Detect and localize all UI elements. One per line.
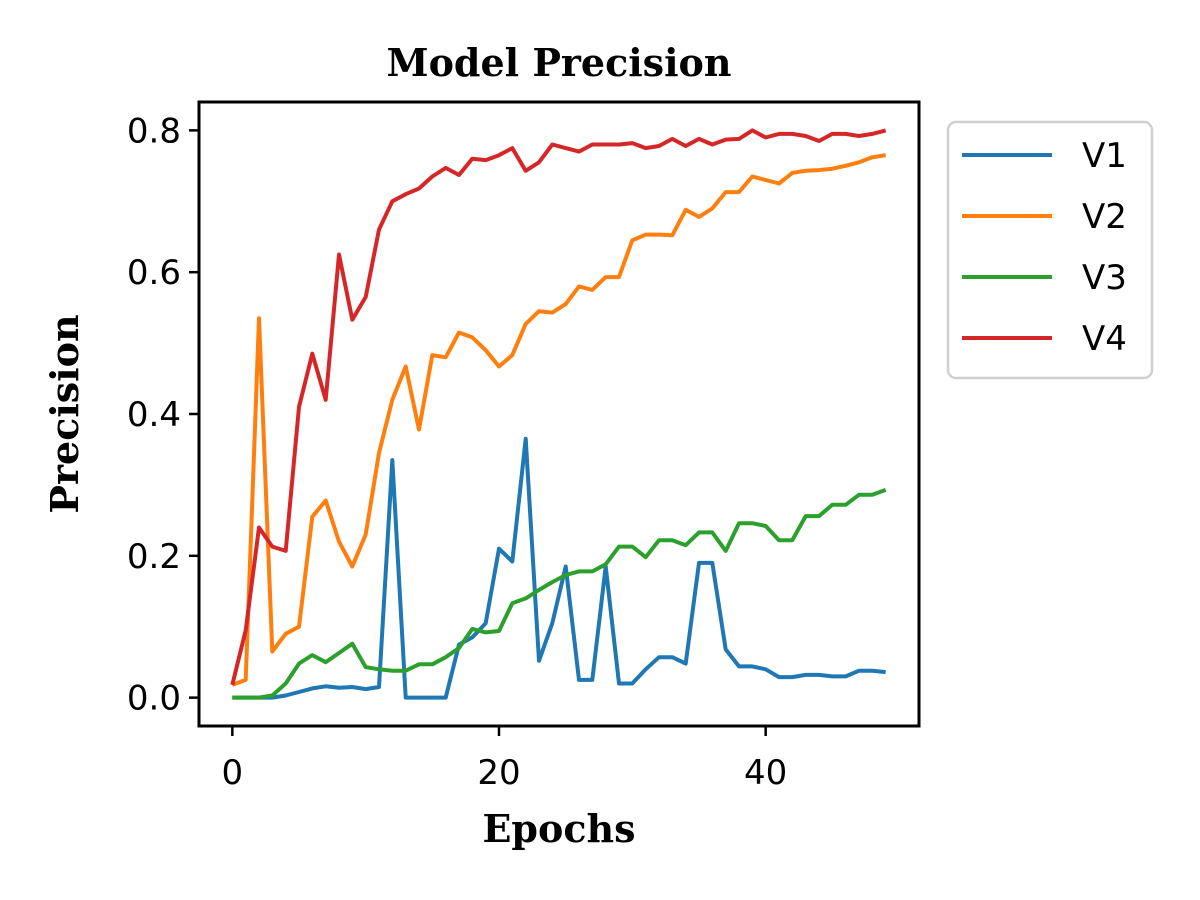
y-axis-ticks: 0.0 0.2 0.4 0.6 0.8 bbox=[127, 111, 199, 719]
legend-box bbox=[946, 120, 1154, 380]
legend: V1 V2 V3 V4 bbox=[946, 120, 1154, 380]
plot-area-frame bbox=[197, 100, 921, 728]
y-tick-label: 0.8 bbox=[127, 111, 181, 151]
x-axis-label: Epochs bbox=[482, 806, 635, 851]
y-tick-label: 0.6 bbox=[127, 253, 181, 293]
legend-label-v3: V3 bbox=[1082, 258, 1127, 298]
legend-label-v4: V4 bbox=[1082, 319, 1127, 359]
y-tick-label: 0.4 bbox=[127, 395, 181, 435]
x-tick-label: 0 bbox=[222, 753, 244, 793]
series-line-v1 bbox=[232, 436, 886, 700]
series-line-v2 bbox=[231, 153, 887, 687]
series-line-v4 bbox=[230, 128, 887, 686]
x-tick-label: 20 bbox=[477, 753, 520, 793]
y-axis-label: Precision bbox=[42, 314, 87, 513]
legend-label-v1: V1 bbox=[1082, 136, 1127, 176]
series-layer bbox=[230, 128, 887, 700]
legend-label-v2: V2 bbox=[1082, 197, 1127, 237]
y-tick-label: 0.2 bbox=[127, 537, 181, 577]
x-tick-label: 40 bbox=[744, 753, 787, 793]
y-tick-label: 0.0 bbox=[127, 679, 181, 719]
x-axis-ticks: 0 20 40 bbox=[222, 726, 787, 793]
chart-title: Model Precision bbox=[387, 40, 732, 85]
series-line-v3 bbox=[232, 488, 887, 700]
